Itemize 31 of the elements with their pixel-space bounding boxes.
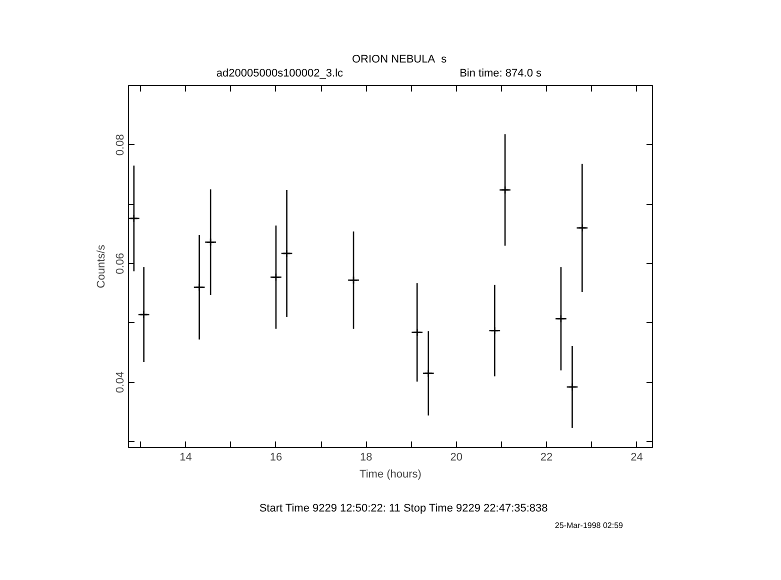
point xyxy=(424,369,433,378)
x-axis-title: Time (hours) xyxy=(360,468,422,480)
x-tick-label: 14 xyxy=(180,452,192,464)
point xyxy=(130,214,138,223)
x-tick-label: 16 xyxy=(270,452,282,464)
point xyxy=(412,328,422,337)
point xyxy=(140,310,148,319)
x-tick-label: 22 xyxy=(540,452,553,464)
point xyxy=(206,238,215,246)
text: Start Time 9229 12:50:22: 11 Stop Time 9229 22:47:35:838 xyxy=(259,502,548,514)
point xyxy=(349,276,358,284)
point xyxy=(568,382,576,392)
point xyxy=(282,249,291,258)
point xyxy=(556,314,566,323)
point xyxy=(578,224,586,232)
y-tick-label: 0.04 xyxy=(114,372,126,393)
point xyxy=(272,273,280,282)
x-tick-label: 24 xyxy=(630,452,643,464)
text: Bin time: 874.0 s xyxy=(460,68,542,80)
point xyxy=(490,326,499,335)
y-axis-title: Counts/s xyxy=(96,244,108,288)
chart-subtitle: ad20005000s100002_3.lc xyxy=(216,68,344,80)
chart-title: ORION NEBULA xyxy=(352,54,436,66)
y-tick-label: 0.06 xyxy=(114,252,126,274)
x-tick-label: 18 xyxy=(360,452,372,464)
x-tick-label: 20 xyxy=(450,452,462,464)
y-tick-label: 0.08 xyxy=(114,134,126,156)
text: 25-Mar-1998 02:59 xyxy=(554,521,624,530)
text: s xyxy=(441,54,448,66)
point xyxy=(500,186,510,194)
point xyxy=(195,283,204,292)
